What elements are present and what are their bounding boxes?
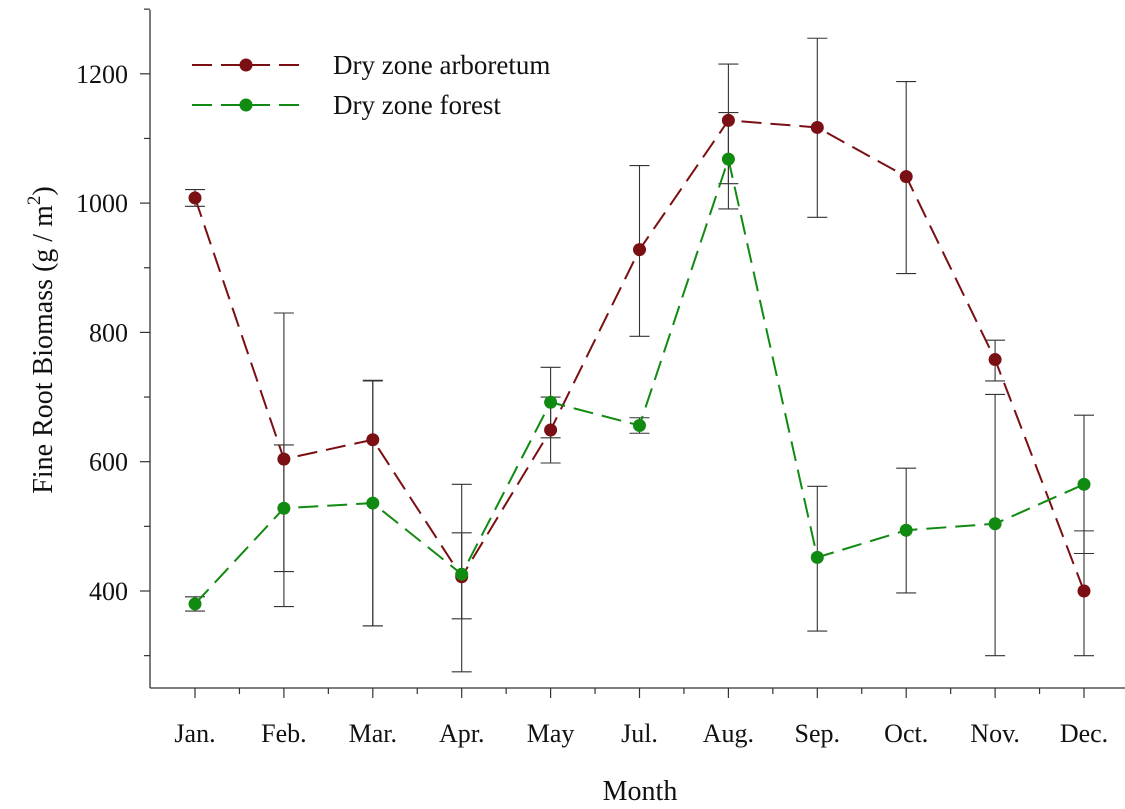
data-point (899, 523, 913, 537)
x-tick-label: Aug. (703, 719, 754, 748)
data-point (544, 423, 558, 437)
data-point (455, 567, 469, 581)
data-point (1077, 477, 1091, 491)
x-tick-label: Sep. (795, 719, 841, 748)
data-point (721, 113, 735, 127)
data-point (277, 501, 291, 515)
legend-item-1: Dry zone arboretum (192, 50, 550, 80)
data-point (188, 597, 202, 611)
data-point (988, 517, 1002, 531)
x-tick-label: Jul. (621, 719, 658, 748)
data-point (188, 191, 202, 205)
y-axis-title: Fine Root Biomass (g / m2) (24, 186, 59, 493)
x-tick-label: Nov. (970, 719, 1020, 748)
series-points (188, 113, 1091, 611)
legend-item-2: Dry zone forest (192, 90, 501, 120)
legend-swatch-marker (239, 98, 253, 112)
legend-swatch-marker (239, 58, 253, 72)
data-point (366, 433, 380, 447)
y-tick-label: 1000 (76, 189, 128, 218)
data-point (277, 452, 291, 466)
y-axis-title-suffix: ) (28, 186, 59, 195)
ticks: 400 600 800 1000 1200 Jan. Feb. Mar. Apr. May Jul.… (76, 8, 1108, 748)
data-point (366, 496, 380, 510)
error-bars (185, 37, 1094, 673)
data-point (721, 152, 735, 166)
y-tick-label: 1200 (76, 60, 128, 89)
legend-label: Dry zone forest (333, 90, 501, 120)
y-tick-label: 600 (89, 448, 128, 477)
data-point (633, 418, 646, 432)
legend-label: Dry zone arboretum (333, 50, 550, 80)
legend: Dry zone arboretum Dry zone forest (192, 50, 550, 120)
x-axis-title: Month (603, 776, 678, 807)
x-tick-label: Apr. (439, 719, 485, 748)
data-point (899, 170, 913, 184)
x-tick-label: Jan. (174, 719, 215, 748)
x-tick-label: Feb. (261, 719, 307, 748)
y-tick-label: 400 (89, 577, 128, 606)
data-point (810, 550, 824, 564)
x-tick-label: Mar. (349, 719, 397, 748)
data-point (633, 243, 646, 257)
y-axis-title-main: Fine Root Biomass (g / m (28, 205, 59, 494)
data-point (988, 353, 1002, 367)
x-tick-label: Dec. (1060, 719, 1108, 748)
data-point (810, 120, 824, 134)
axes (149, 10, 1125, 689)
y-axis-title-superscript: 2 (24, 196, 45, 206)
y-tick-label: 800 (89, 318, 128, 347)
data-point (544, 395, 558, 409)
x-tick-label: May (527, 719, 575, 748)
data-point (1077, 584, 1091, 598)
x-tick-label: Oct. (884, 719, 928, 748)
